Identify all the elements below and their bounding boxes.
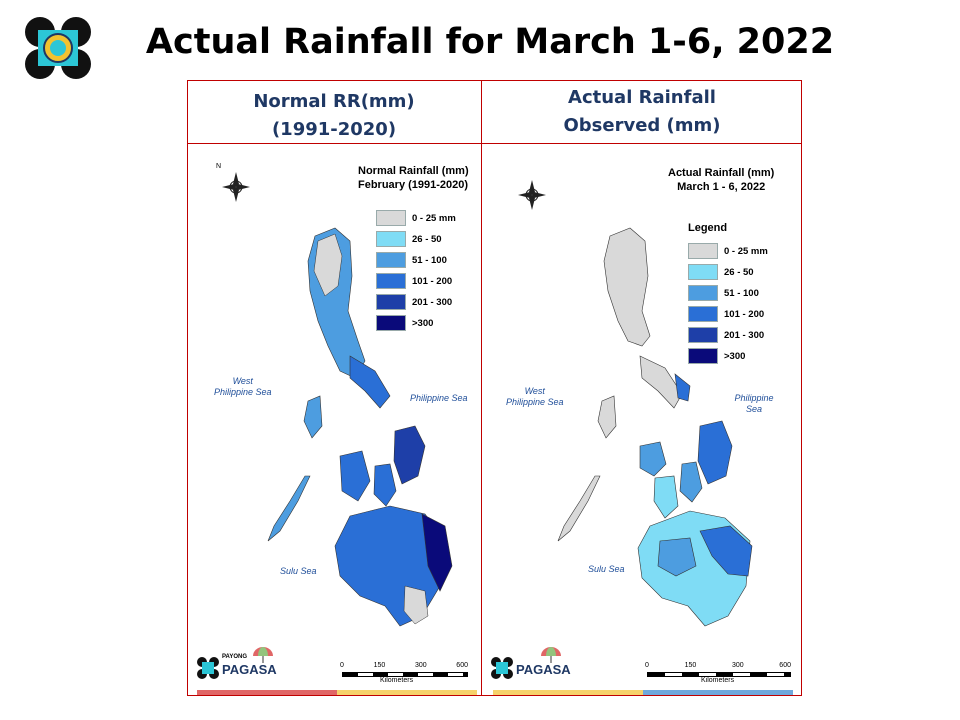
legend-swatch — [688, 348, 718, 364]
left-heading-line2: (1991-2020) — [271, 119, 397, 140]
philippines-map-right — [557, 227, 753, 627]
header-divider — [187, 143, 802, 144]
right-legend-title: Legend — [688, 222, 728, 234]
left-scale-tick-1: 150 — [373, 662, 386, 669]
legend-swatch — [376, 273, 406, 289]
legend-label: 101 - 200 — [412, 275, 453, 287]
compass-rose-icon-right — [518, 180, 546, 210]
right-scale-unit: Kilometers — [701, 677, 735, 684]
legend-label: 201 - 300 — [724, 329, 765, 341]
legend-swatch — [688, 264, 718, 280]
right-sea-west-line2: Philippine Sea — [506, 397, 564, 407]
left-map-title: Normal Rainfall (mm) February (1991-2020… — [358, 164, 469, 192]
legend-label: 51 - 100 — [724, 287, 759, 299]
legend-label: >300 — [724, 350, 746, 362]
left-sea-west: West Philippine Sea — [214, 376, 272, 398]
right-scale-tick-0: 0 — [645, 662, 649, 669]
left-pagasa-logo: PAYONG PAGASA — [196, 646, 277, 682]
right-legend-item: 26 - 50 — [688, 264, 754, 280]
left-map-title-line1: Normal Rainfall (mm) — [358, 165, 469, 177]
legend-label: 201 - 300 — [412, 296, 453, 308]
legend-swatch — [376, 252, 406, 268]
right-sea-west: West Philippine Sea — [506, 386, 564, 408]
legend-swatch — [376, 210, 406, 226]
left-sea-west-line2: Philippine Sea — [214, 387, 272, 397]
legend-swatch — [688, 306, 718, 322]
left-scale-tick-3: 600 — [456, 662, 468, 669]
column-divider — [481, 80, 482, 696]
right-scale-tick-3: 600 — [779, 662, 791, 669]
legend-label: >300 — [412, 317, 434, 329]
left-legend-item: 101 - 200 — [376, 273, 452, 289]
right-map-title: Actual Rainfall (mm) March 1 - 6, 2022 — [668, 166, 774, 194]
stripe-red — [197, 690, 337, 695]
legend-swatch — [376, 315, 406, 331]
left-scale-bar: 0 150 300 600 Kilometers — [340, 662, 470, 684]
umbrella-icon — [253, 647, 273, 663]
legend-swatch — [688, 285, 718, 301]
legend-label: 51 - 100 — [412, 254, 447, 266]
philippines-map-left — [267, 227, 453, 627]
compass-north: N — [216, 163, 222, 170]
legend-swatch — [376, 294, 406, 310]
legend-swatch — [688, 327, 718, 343]
legend-label: 26 - 50 — [412, 233, 442, 245]
right-legend-item: >300 — [688, 348, 745, 364]
left-scale-tick-0: 0 — [340, 662, 344, 669]
comparison-frame — [187, 80, 802, 696]
right-map-title-line2: March 1 - 6, 2022 — [677, 181, 766, 193]
left-sea-west-line1: West — [232, 376, 253, 386]
right-sea-east: Philippine Sea — [734, 393, 774, 414]
legend-label: 0 - 25 mm — [724, 245, 768, 257]
stripe-blue-right — [643, 690, 793, 695]
legend-label: 26 - 50 — [724, 266, 754, 278]
left-pagasa-name: PAGASA — [222, 662, 277, 677]
right-map-title-line1: Actual Rainfall (mm) — [668, 167, 775, 179]
right-legend-item: 51 - 100 — [688, 285, 759, 301]
right-pagasa-name: PAGASA — [516, 662, 571, 677]
agency-logo-icon — [25, 17, 91, 79]
left-legend-item: >300 — [376, 315, 433, 331]
left-heading-line1: Normal RR(mm) — [253, 91, 415, 112]
legend-label: 101 - 200 — [724, 308, 765, 320]
legend-swatch — [688, 243, 718, 259]
right-legend-item: 201 - 300 — [688, 327, 764, 343]
right-legend-item: 0 - 25 mm — [688, 243, 768, 259]
normal-rainfall-map: N Normal Rainfall (mm) February (1991-20… — [190, 146, 480, 686]
left-map-title-line2: February (1991-2020) — [358, 179, 469, 191]
right-scale-bar: 0 150 300 600 Kilometers — [645, 662, 795, 684]
right-legend-item: 101 - 200 — [688, 306, 764, 322]
right-scale-tick-1: 150 — [684, 662, 697, 669]
stripe-yellow — [337, 690, 477, 695]
compass-rose-icon — [222, 172, 250, 202]
pagasa-emblem-icon — [197, 657, 219, 679]
right-column-heading: Actual Rainfall Observed (mm) — [482, 84, 802, 140]
right-pagasa-logo: PAGASA — [490, 646, 571, 682]
left-column-heading: Normal RR(mm) (1991-2020) — [188, 88, 480, 144]
right-sea-west-line1: West — [524, 386, 545, 396]
right-sea-south: Sulu Sea — [588, 564, 625, 574]
pagasa-emblem-icon-right — [491, 657, 513, 679]
legend-label: 0 - 25 mm — [412, 212, 456, 224]
left-legend-item: 201 - 300 — [376, 294, 452, 310]
left-payong-label: PAYONG — [222, 654, 248, 660]
left-legend-item: 51 - 100 — [376, 252, 447, 268]
umbrella-icon-right — [541, 647, 561, 663]
stripe-red-right — [493, 690, 643, 695]
slide-title: Actual Rainfall for March 1-6, 2022 — [145, 22, 835, 62]
left-sea-east: Philippine Sea — [410, 393, 468, 403]
left-sea-south: Sulu Sea — [280, 566, 317, 576]
left-legend-item: 0 - 25 mm — [376, 210, 456, 226]
left-legend-item: 26 - 50 — [376, 231, 442, 247]
left-scale-unit: Kilometers — [380, 677, 414, 684]
right-heading-line2: Observed (mm) — [563, 115, 721, 136]
actual-rainfall-map: Actual Rainfall (mm) March 1 - 6, 2022 L… — [490, 146, 791, 686]
right-heading-line1: Actual Rainfall — [568, 87, 716, 108]
left-scale-tick-2: 300 — [414, 662, 427, 669]
legend-swatch — [376, 231, 406, 247]
right-scale-tick-2: 300 — [731, 662, 744, 669]
